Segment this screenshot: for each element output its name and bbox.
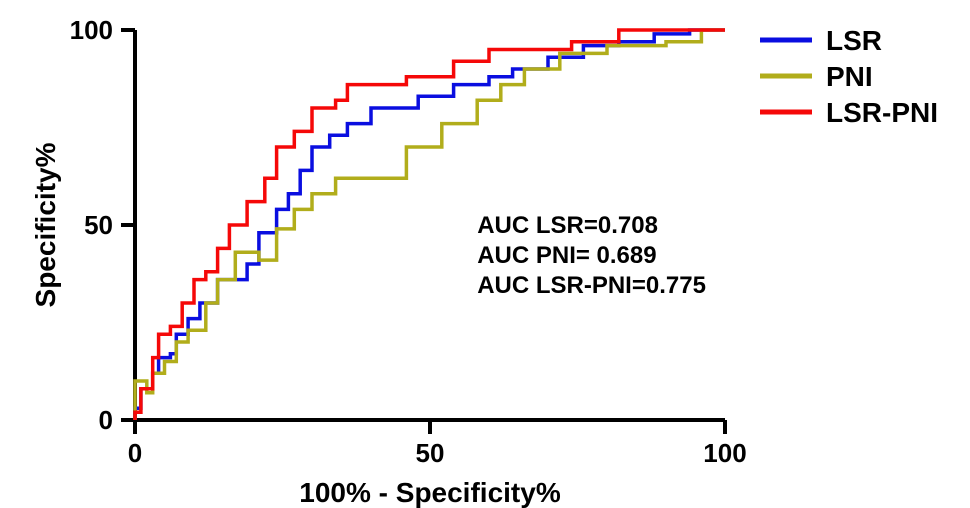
y-tick-label: 0 bbox=[99, 405, 113, 435]
x-tick-label: 100 bbox=[703, 438, 746, 468]
auc-text-line: AUC LSR=0.708 bbox=[477, 212, 658, 239]
x-axis-label: 100% - Specificity% bbox=[299, 477, 561, 508]
legend-label: LSR bbox=[826, 25, 882, 56]
auc-text-line: AUC LSR-PNI=0.775 bbox=[477, 272, 706, 299]
y-tick-label: 50 bbox=[84, 210, 113, 240]
x-tick-label: 0 bbox=[128, 438, 142, 468]
x-tick-label: 50 bbox=[416, 438, 445, 468]
roc-chart: 0 50 100 0 50 100 100% - Specificity% Specifici… bbox=[0, 0, 970, 508]
legend-label: PNI bbox=[826, 61, 873, 92]
y-axis-label: Specificity% bbox=[30, 142, 61, 307]
legend-label: LSR-PNI bbox=[826, 97, 938, 128]
auc-text-line: AUC PNI= 0.689 bbox=[477, 242, 656, 269]
y-tick-label: 100 bbox=[70, 15, 113, 45]
roc-svg: 0 50 100 0 50 100 100% - Specificity% Specifici… bbox=[0, 0, 970, 508]
